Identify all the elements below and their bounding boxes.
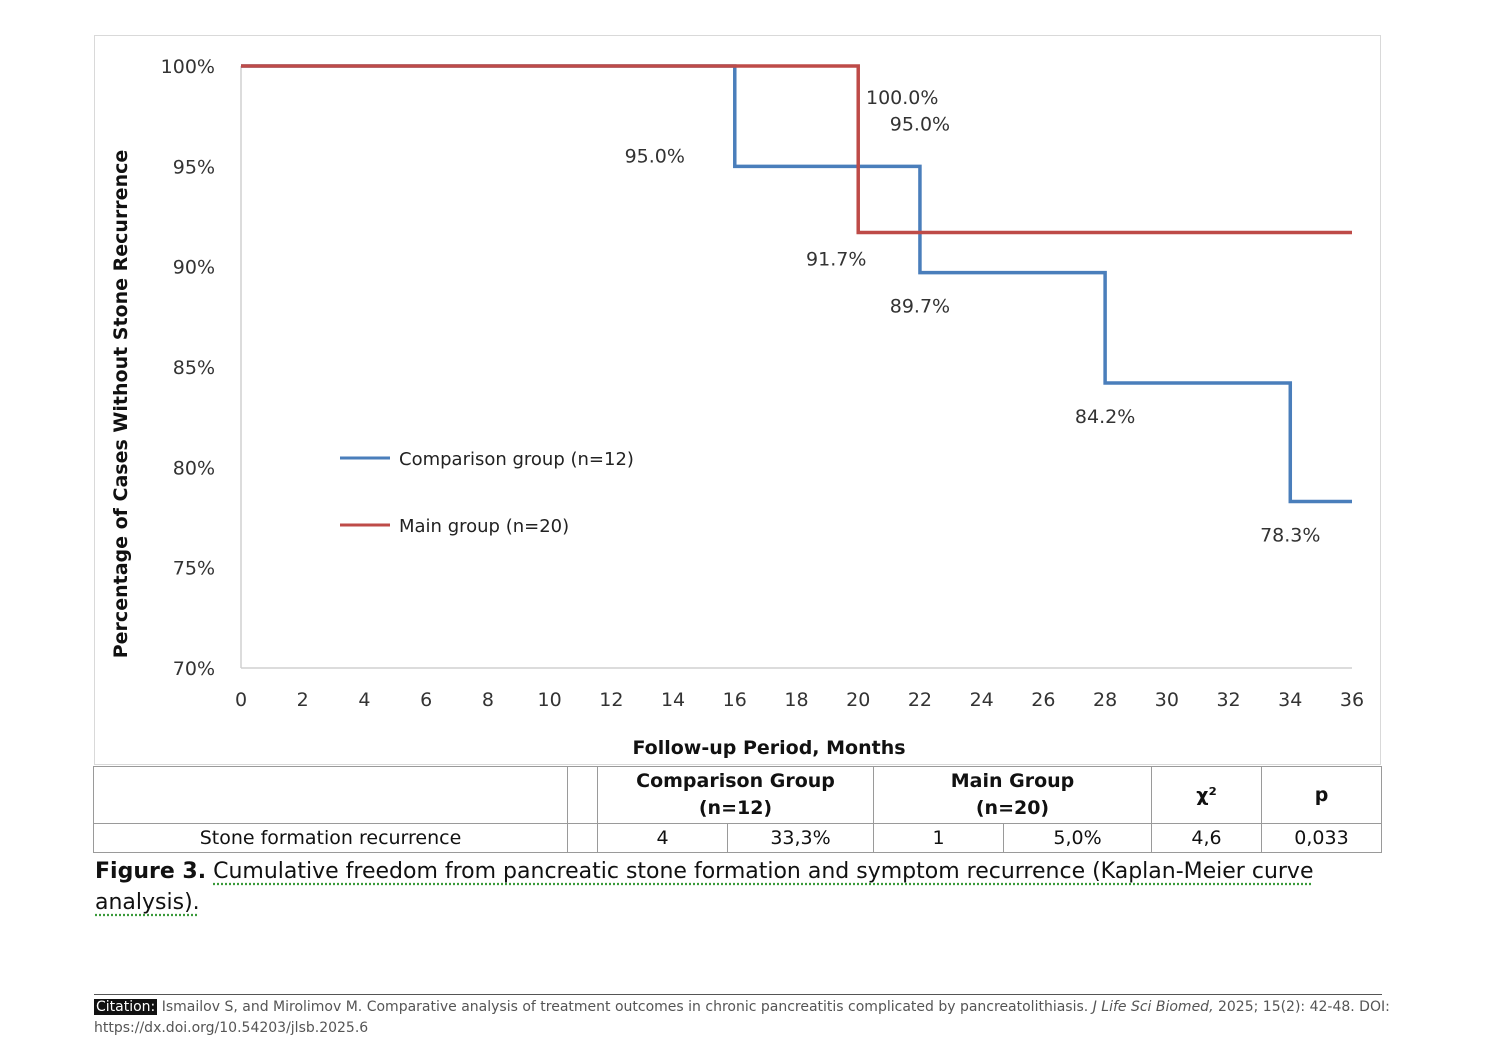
row-label: Stone formation recurrence — [93, 823, 568, 853]
y-axis-title: Percentage of Cases Without Stone Recurr… — [110, 150, 132, 659]
y-tick-label: 90% — [173, 257, 215, 279]
x-tick-label: 24 — [970, 689, 994, 711]
main-count: 1 — [873, 823, 1004, 853]
legend-entry: Comparison group (n=12) — [399, 449, 634, 470]
x-tick-label: 30 — [1155, 689, 1179, 711]
x-tick-label: 32 — [1216, 689, 1240, 711]
citation-details: 2025; 15(2): 42-48. DOI: https://dx.doi.… — [94, 999, 1390, 1036]
citation-divider — [94, 994, 1382, 995]
header-blank — [93, 766, 568, 824]
data-label: 89.7% — [890, 296, 950, 318]
x-tick-label: 28 — [1093, 689, 1117, 711]
row-blank — [567, 823, 598, 853]
x-tick-label: 26 — [1031, 689, 1055, 711]
header-comparison-group: Comparison Group (n=12) — [597, 766, 874, 824]
x-tick-label: 14 — [661, 689, 685, 711]
data-label: 91.7% — [806, 249, 866, 271]
series-line-main — [241, 64, 1352, 235]
comparison-percent: 33,3% — [727, 823, 874, 853]
x-tick-label: 18 — [784, 689, 808, 711]
figure-label: Figure 3. — [95, 859, 207, 884]
data-label: 78.3% — [1260, 524, 1320, 546]
legend-entry: Main group (n=20) — [399, 516, 569, 537]
data-label: 100.0% — [866, 87, 938, 109]
data-label: 95.0% — [625, 145, 685, 167]
y-tick-label: 75% — [173, 558, 215, 580]
results-table: Comparison Group (n=12) Main Group (n=20… — [93, 766, 1382, 853]
x-tick-label: 12 — [599, 689, 623, 711]
header-chi-square: χ² — [1151, 766, 1262, 824]
table-row: Stone formation recurrence 4 33,3% 1 5,0… — [93, 823, 1382, 853]
x-tick-label: 4 — [358, 689, 370, 711]
x-tick-label: 34 — [1278, 689, 1302, 711]
x-axis-title: Follow-up Period, Months — [632, 737, 905, 759]
header-main-line1: Main Group — [950, 770, 1075, 792]
header-p-value: p — [1261, 766, 1382, 824]
header-blank — [567, 766, 598, 824]
y-tick-label: 95% — [173, 156, 215, 178]
citation-authors: Ismailov S, and Mirolimov M. Comparative… — [161, 999, 1089, 1015]
citation: Citation: Ismailov S, and Mirolimov M. C… — [94, 997, 1394, 1039]
main-percent: 5,0% — [1003, 823, 1152, 853]
x-tick-label: 8 — [482, 689, 494, 711]
series-line-comparison — [241, 64, 1352, 504]
header-main-line2: (n=20) — [975, 797, 1050, 819]
comparison-count: 4 — [597, 823, 728, 853]
x-tick-label: 22 — [908, 689, 932, 711]
table-header-row: Comparison Group (n=12) Main Group (n=20… — [93, 766, 1382, 824]
x-tick-label: 20 — [846, 689, 870, 711]
x-tick-label: 0 — [235, 689, 247, 711]
y-tick-label: 100% — [161, 56, 215, 78]
citation-tag: Citation: — [94, 999, 158, 1015]
citation-journal: J Life Sci Biomed, — [1092, 999, 1214, 1015]
header-main-group: Main Group (n=20) — [873, 766, 1152, 824]
x-tick-label: 6 — [420, 689, 432, 711]
x-tick-label: 36 — [1340, 689, 1364, 711]
header-comparison-line2: (n=12) — [698, 797, 773, 819]
y-tick-label: 80% — [173, 457, 215, 479]
x-tick-label: 16 — [723, 689, 747, 711]
data-label: 95.0% — [890, 113, 950, 135]
x-tick-label: 10 — [538, 689, 562, 711]
data-label: 84.2% — [1075, 406, 1135, 428]
figure-caption: Figure 3. Cumulative freedom from pancre… — [95, 856, 1395, 918]
km-chart: 70%75%80%85%90%95%100%0 2 4 6 8 10 12 14 16 18 20 2… — [110, 56, 1364, 759]
y-tick-label: 85% — [173, 357, 215, 379]
x-tick-label: 2 — [297, 689, 309, 711]
figure-caption-text: Cumulative freedom from pancreatic stone… — [95, 859, 1314, 915]
chart-frame: 70% 75% 80% 85% 90% 95% 100% 0 2 4 6 8 10 12 14 16 18 20 2… — [94, 35, 1381, 765]
header-comparison-line1: Comparison Group — [636, 770, 835, 792]
chi-square-value: 4,6 — [1151, 823, 1262, 853]
p-value: 0,033 — [1261, 823, 1382, 853]
y-tick-label: 70% — [173, 658, 215, 680]
